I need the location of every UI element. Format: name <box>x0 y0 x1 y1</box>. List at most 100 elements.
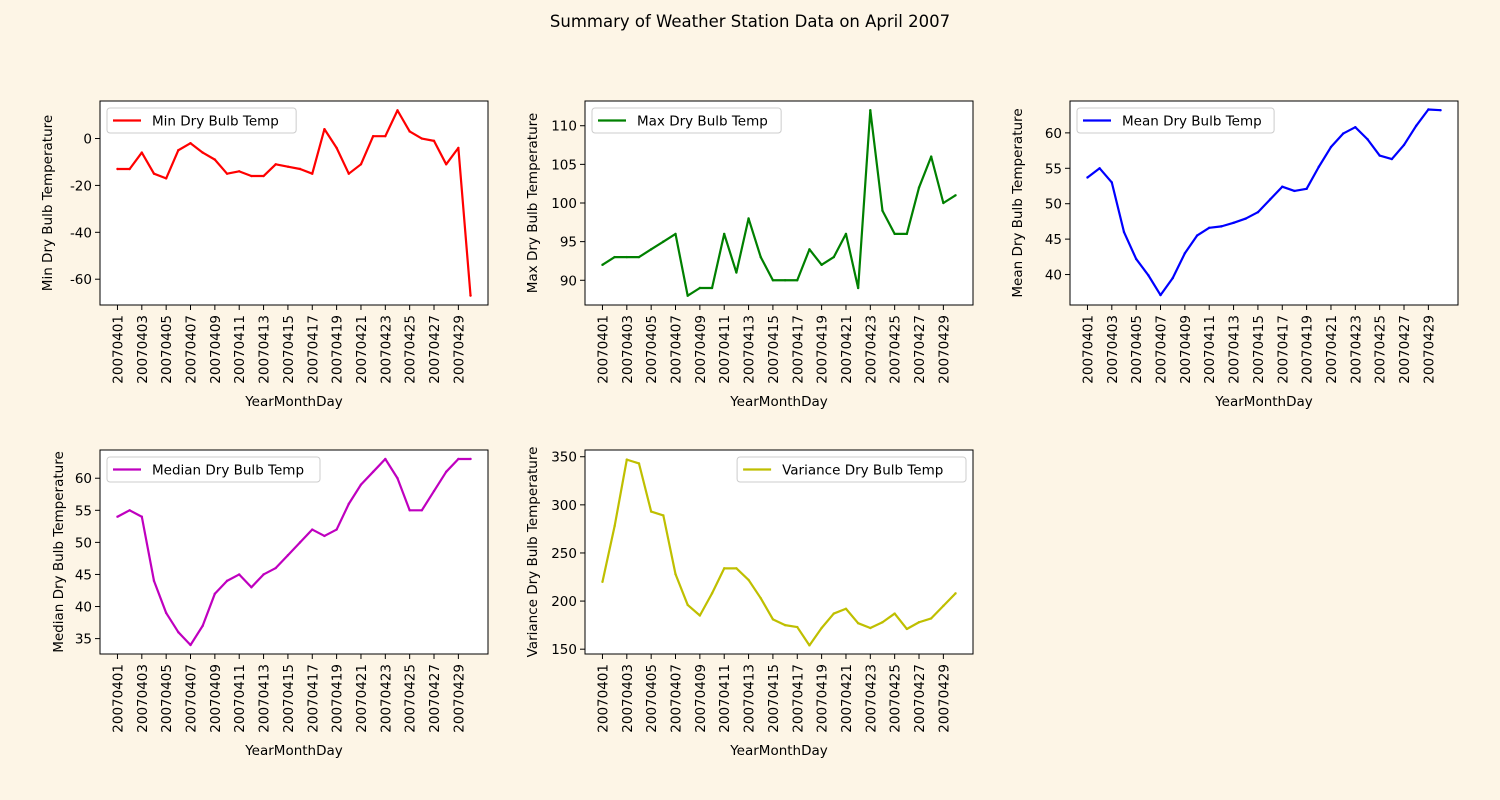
y-tick-label: -20 <box>70 178 92 194</box>
x-tick-label: 20070415 <box>1251 315 1267 384</box>
x-tick-label: 20070403 <box>1105 315 1121 384</box>
data-point <box>1098 167 1101 170</box>
data-point <box>384 457 387 461</box>
data-point <box>710 286 714 290</box>
data-point <box>1195 234 1199 237</box>
x-tick-label: 20070403 <box>135 315 151 384</box>
x-tick-label: 20070419 <box>330 664 346 733</box>
data-point <box>444 163 448 166</box>
legend: Median Dry Bulb Temp <box>106 456 321 483</box>
x-tick-label: 20070413 <box>257 315 273 384</box>
data-point <box>735 567 738 570</box>
data-point <box>1390 157 1394 161</box>
x-tick-label: 20070425 <box>403 315 419 384</box>
data-point <box>1122 230 1126 234</box>
data-point <box>347 172 350 175</box>
data-point <box>189 643 192 647</box>
data-point <box>1220 225 1223 228</box>
data-point <box>686 294 689 297</box>
legend-box <box>106 456 321 483</box>
data-point <box>917 186 921 189</box>
series-line <box>601 109 957 297</box>
data-point <box>1317 165 1320 169</box>
x-tick-label: 20070429 <box>451 664 467 733</box>
x-tick-label: 20070425 <box>888 664 904 733</box>
legend: Min Dry Bulb Temp <box>106 107 297 134</box>
data-point <box>1171 276 1174 280</box>
data-point <box>1134 257 1138 261</box>
data-point <box>213 158 217 161</box>
data-point <box>1086 176 1089 179</box>
x-tick-label: 20070421 <box>839 315 855 384</box>
y-axis-label: Max Dry Bulb Temperature <box>525 113 541 293</box>
figure-title: Summary of Weather Station Data on April… <box>549 12 951 31</box>
x-tick-label: 20070417 <box>305 664 321 733</box>
y-tick-label: 350 <box>551 450 577 466</box>
data-point <box>1354 126 1357 129</box>
y-tick-label: 250 <box>551 546 577 562</box>
data-point <box>359 163 363 166</box>
x-tick-label: 20070407 <box>669 664 685 733</box>
y-tick-label: 0 <box>83 132 92 148</box>
data-point <box>869 109 872 112</box>
x-tick-label: 20070417 <box>790 315 806 384</box>
data-point <box>759 255 762 259</box>
data-point <box>613 255 616 259</box>
data-point <box>1159 293 1162 297</box>
x-tick-label: 20070409 <box>208 664 224 733</box>
data-point <box>844 607 848 610</box>
data-point <box>723 232 726 236</box>
data-point <box>1183 252 1187 255</box>
data-point <box>250 586 253 589</box>
legend-box <box>1076 107 1275 134</box>
x-tick-label: 20070403 <box>135 664 151 733</box>
y-tick-label: 55 <box>75 503 92 519</box>
x-tick-label: 20070405 <box>644 664 660 733</box>
data-point <box>723 567 726 570</box>
x-tick-label: 20070417 <box>790 664 806 733</box>
data-point <box>613 524 616 528</box>
data-point <box>954 592 957 595</box>
data-point <box>152 579 156 583</box>
x-tick-label: 20070421 <box>354 315 370 384</box>
x-tick-label: 20070409 <box>208 315 224 384</box>
x-tick-label: 20070419 <box>815 664 831 733</box>
data-point <box>674 232 677 236</box>
data-point <box>1378 154 1381 157</box>
x-tick-label: 20070415 <box>281 664 297 733</box>
y-tick-label: 150 <box>551 642 577 658</box>
data-point <box>893 232 896 236</box>
data-point <box>384 134 387 138</box>
y-axis-label: Mean Dry Bulb Temperature <box>1010 108 1026 297</box>
data-point <box>152 172 156 175</box>
data-point <box>893 612 896 615</box>
x-tick-label: 20070409 <box>693 315 709 384</box>
y-tick-label: 40 <box>1045 268 1062 284</box>
chart-5: 150 200 250 300 350 20070401 20070403 20070405 2… <box>525 447 974 759</box>
y-tick-label: 45 <box>75 567 92 583</box>
data-point <box>396 109 399 112</box>
x-tick-label: 20070419 <box>815 315 831 384</box>
data-point <box>637 255 641 259</box>
chart-3: 40 45 50 55 60 20070401 20070403 20070405 200704… <box>1010 100 1459 410</box>
legend-box <box>591 107 782 134</box>
x-tick-label: 20070423 <box>378 664 394 733</box>
data-point <box>1232 221 1235 225</box>
data-point <box>311 172 314 175</box>
x-tick-label: 20070401 <box>110 315 126 384</box>
plot-area <box>1069 100 1459 306</box>
data-point <box>371 134 375 138</box>
legend-box <box>736 456 967 483</box>
x-tick-label: 20070429 <box>1421 315 1437 384</box>
data-point <box>735 271 738 274</box>
x-tick-label: 20070405 <box>159 664 175 733</box>
series-line <box>117 109 472 296</box>
x-tick-label: 20070401 <box>1080 315 1096 384</box>
data-point <box>1147 274 1150 277</box>
data-point <box>201 151 204 154</box>
legend: Variance Dry Bulb Temp <box>736 456 967 483</box>
x-tick-label: 20070429 <box>451 315 467 384</box>
data-point <box>335 146 338 150</box>
x-tick-label: 20070421 <box>839 664 855 733</box>
x-tick-label: 20070405 <box>1129 315 1145 384</box>
